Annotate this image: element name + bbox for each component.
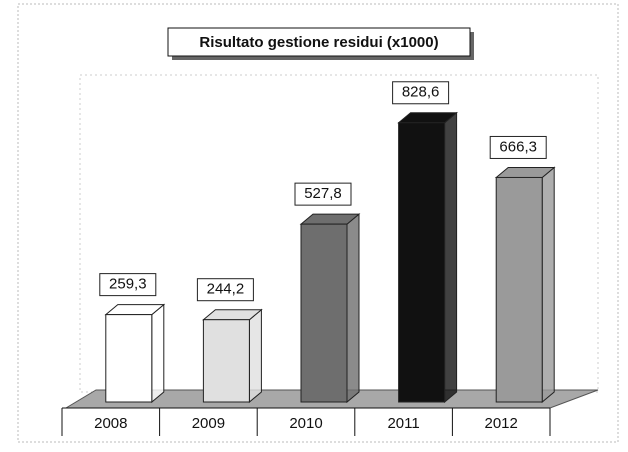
x-tick-label: 2011 bbox=[387, 415, 419, 432]
x-tick-label: 2009 bbox=[192, 415, 225, 432]
value-label: 259,3 bbox=[109, 276, 147, 293]
bar-front bbox=[202, 319, 250, 403]
bar-front bbox=[300, 223, 348, 403]
bar bbox=[397, 111, 458, 404]
value-label-box bbox=[196, 278, 254, 302]
chart-title: Risultato gestione residui (x1000) bbox=[199, 34, 438, 51]
bar-side bbox=[541, 166, 555, 404]
x-tick-label: 2010 bbox=[289, 415, 322, 432]
bar bbox=[494, 166, 556, 404]
value-label-box bbox=[489, 135, 547, 159]
bar bbox=[104, 303, 166, 404]
chart-frame bbox=[17, 3, 619, 443]
bar bbox=[202, 308, 263, 404]
plot-wall bbox=[79, 74, 599, 393]
x-tick-label: 2012 bbox=[485, 415, 518, 432]
bar-side bbox=[151, 303, 165, 404]
value-label-box bbox=[99, 273, 157, 297]
bar-side bbox=[444, 111, 458, 404]
value-label: 666,3 bbox=[499, 138, 537, 155]
bar-side bbox=[248, 308, 262, 404]
value-label: 244,2 bbox=[207, 281, 245, 298]
value-label: 527,8 bbox=[304, 185, 342, 202]
bar-front bbox=[495, 176, 543, 403]
value-label: 828,6 bbox=[402, 84, 440, 101]
x-tick-label: 2008 bbox=[94, 415, 127, 432]
bar bbox=[299, 213, 361, 404]
bar-side bbox=[346, 213, 360, 404]
value-label-box bbox=[392, 81, 450, 105]
title-box bbox=[167, 27, 471, 57]
value-label-box bbox=[294, 182, 352, 206]
bar-front bbox=[105, 314, 153, 403]
bar-front bbox=[398, 122, 446, 403]
